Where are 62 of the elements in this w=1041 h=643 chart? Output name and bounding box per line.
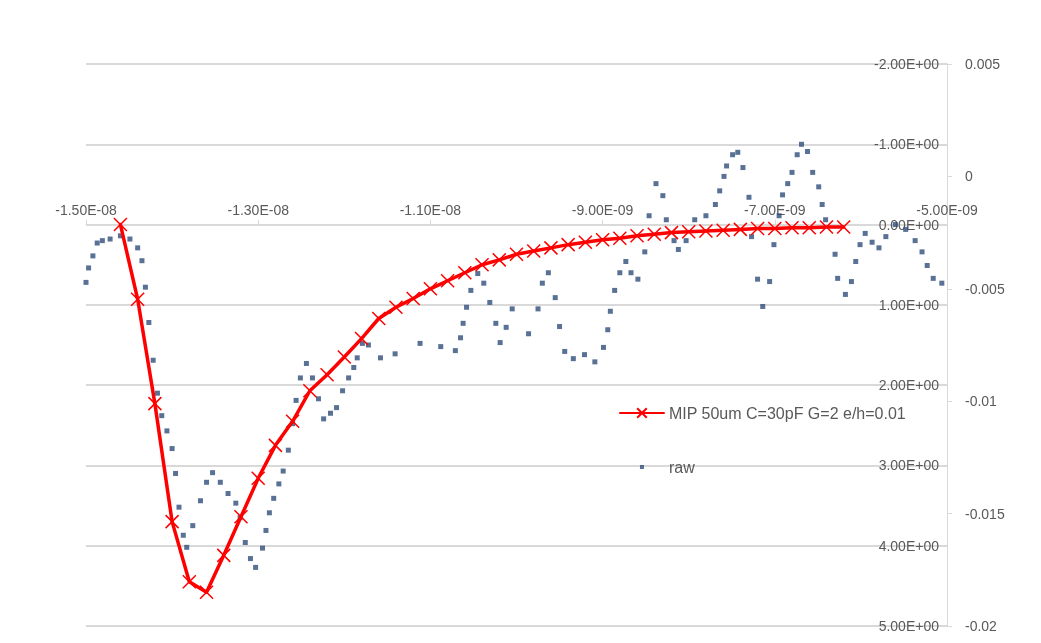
- y2-tick-label: -0.015: [965, 505, 1005, 522]
- y-tick-label: -1.00E+00: [874, 136, 940, 153]
- y-tick-label: 1.00E+00: [878, 296, 940, 313]
- legend-label: MIP 50um C=30pF G=2 e/h=0.01: [668, 404, 906, 422]
- point: [302, 383, 318, 399]
- point: [199, 585, 214, 600]
- point: [474, 257, 490, 272]
- x-tick-label: -1.10E-08: [399, 201, 462, 218]
- point: [440, 273, 455, 289]
- point: [612, 230, 628, 246]
- point: [784, 220, 800, 236]
- point: [526, 243, 541, 259]
- x-tick-label: -1.30E-08: [227, 201, 290, 218]
- point: [560, 237, 576, 252]
- y2-tick-label: 0: [965, 168, 973, 185]
- y-tick-label: 0.00E+00: [878, 216, 940, 233]
- point: [147, 396, 163, 411]
- legend-label: raw: [668, 458, 696, 476]
- y2-tick-label: -0.02: [965, 618, 998, 634]
- point: [698, 223, 714, 239]
- point: [836, 219, 851, 235]
- point: [595, 232, 610, 248]
- y-tick-label: 4.00E+00: [878, 537, 940, 554]
- point: [405, 291, 421, 306]
- y-tick-label: -2.00E+00: [874, 56, 940, 72]
- point: [388, 300, 404, 315]
- x-tick-label: -5.00E-09: [916, 201, 978, 218]
- point: [819, 219, 834, 235]
- point: [423, 281, 438, 297]
- point: [233, 509, 249, 525]
- x-tick-label: -9.00E-09: [571, 201, 634, 218]
- point: [767, 221, 783, 236]
- point: [164, 514, 180, 529]
- point: [733, 222, 748, 237]
- point: [578, 234, 593, 250]
- y2-tick-label: -0.01: [965, 393, 998, 410]
- y2-tick-label: 0.005: [965, 56, 1001, 72]
- point: [629, 228, 645, 244]
- x-tick-label: -7.00E-09: [744, 201, 806, 218]
- point: [715, 222, 731, 238]
- point: [371, 311, 386, 326]
- x-tick-label: -1.50E-08: [55, 201, 117, 218]
- y2-tick-label: -0.005: [965, 280, 1005, 297]
- point: [647, 226, 662, 242]
- point: [216, 548, 232, 563]
- point: [250, 471, 266, 486]
- point: [509, 247, 524, 262]
- point: [130, 291, 145, 307]
- y-tick-label: 2.00E+00: [878, 377, 940, 394]
- y-tick-label: 5.00E+00: [878, 618, 940, 634]
- point: [492, 252, 507, 268]
- point: [113, 217, 128, 232]
- point: [681, 224, 696, 240]
- y-tick-label: 3.00E+00: [878, 457, 940, 474]
- point: [664, 225, 679, 240]
- point: [457, 265, 473, 280]
- point: [543, 240, 559, 256]
- point: [285, 414, 300, 429]
- point: [268, 438, 283, 453]
- point: [182, 574, 197, 590]
- point: [750, 221, 765, 236]
- point: [801, 220, 817, 236]
